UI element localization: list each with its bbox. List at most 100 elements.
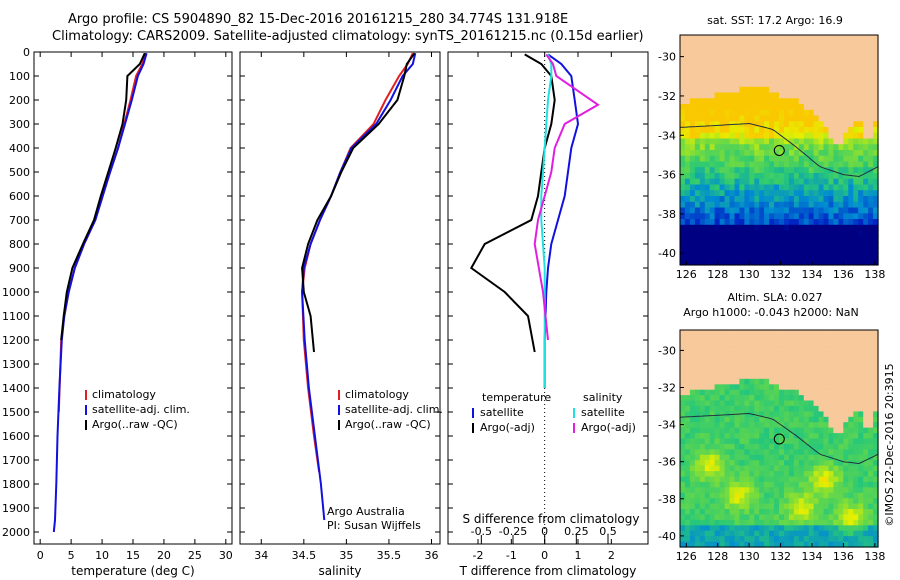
map-cell — [699, 481, 706, 488]
map-cell — [680, 132, 686, 140]
map-cell — [833, 58, 839, 65]
map-cell — [754, 219, 760, 226]
map-cell — [749, 207, 755, 214]
map-cell — [863, 69, 869, 76]
map-cell — [734, 357, 741, 364]
map-cell — [704, 449, 711, 456]
map-cell — [759, 155, 765, 163]
map-cell — [813, 465, 820, 472]
map-cell — [858, 389, 864, 396]
map-cell — [858, 519, 864, 526]
map-cell — [818, 173, 825, 180]
map-cell — [704, 69, 711, 76]
map-cell — [719, 219, 726, 226]
map-cell — [734, 92, 741, 99]
map-cell — [769, 115, 775, 122]
map-cell — [769, 81, 775, 88]
map-cell — [868, 104, 874, 111]
map-cell — [793, 487, 800, 494]
map-cell — [853, 40, 859, 48]
map-cell — [813, 224, 820, 232]
map-cell — [784, 98, 790, 105]
map-cell — [749, 58, 755, 65]
map-cell — [858, 378, 864, 385]
map-cell — [764, 384, 770, 391]
map-cell — [813, 58, 820, 65]
map-cell — [719, 389, 726, 396]
map-cell — [833, 224, 839, 232]
map-cell — [873, 127, 879, 134]
map-cell — [828, 201, 835, 209]
map-cell — [694, 190, 701, 197]
map-cell — [704, 40, 711, 48]
map-cell — [754, 230, 760, 237]
map-cell — [684, 378, 691, 385]
map-cell — [739, 178, 745, 186]
map-cell — [793, 427, 800, 434]
map-cell — [838, 373, 844, 380]
map-cell — [823, 449, 830, 456]
map-cell — [754, 86, 760, 94]
map-cell — [853, 207, 859, 214]
map-cell — [680, 230, 686, 237]
map-cell — [739, 184, 745, 191]
map-cell — [873, 503, 879, 510]
map-cell — [689, 155, 696, 163]
map-cell — [798, 224, 805, 232]
map-cell — [704, 487, 711, 494]
map-cell — [833, 503, 839, 510]
map-cell — [734, 167, 741, 174]
map-cell — [764, 58, 770, 65]
map-cell — [863, 230, 869, 237]
map-cell — [788, 519, 795, 526]
map-cell — [813, 351, 820, 358]
map-cell — [808, 541, 815, 548]
map-cell — [813, 503, 820, 510]
map-cell — [853, 384, 859, 391]
y-tick-label: 600 — [9, 190, 30, 203]
map-cell — [828, 476, 835, 483]
map-cell — [774, 52, 780, 59]
map-cell — [754, 69, 760, 76]
map-cell — [779, 75, 785, 82]
map-cell — [793, 422, 800, 429]
map-cell — [833, 487, 839, 494]
map-cell — [803, 86, 810, 94]
map-cell — [759, 213, 765, 220]
map-cell — [858, 368, 864, 375]
map-cell — [719, 69, 726, 76]
map-cell — [873, 335, 879, 342]
map-cell — [714, 138, 721, 145]
map-cell — [838, 362, 844, 369]
map-cell — [744, 373, 750, 380]
map-cell — [774, 92, 780, 99]
map-cell — [714, 69, 721, 76]
map-cell — [873, 58, 879, 65]
map-cell — [684, 253, 691, 260]
map-cell — [813, 443, 820, 450]
map-cell — [868, 75, 874, 82]
map-cell — [724, 98, 731, 105]
map-cell — [680, 411, 686, 418]
map-cell — [803, 465, 810, 472]
map-cell — [744, 46, 750, 53]
map-cell — [684, 161, 691, 168]
map-cell — [853, 190, 859, 197]
map-cell — [833, 98, 839, 105]
map-cell — [680, 109, 686, 117]
map-cell — [769, 471, 775, 478]
map-cell — [828, 378, 835, 385]
map-cell — [843, 530, 849, 537]
map-cell — [858, 530, 864, 537]
map-cell — [784, 184, 790, 191]
map-cell — [873, 330, 879, 337]
map-cell — [858, 121, 864, 128]
map-cell — [813, 201, 820, 209]
map-cell — [873, 138, 879, 145]
map-cell — [704, 389, 711, 396]
map-cell — [680, 351, 686, 358]
map-cell — [699, 138, 706, 145]
map-cell — [788, 541, 795, 548]
map-cell — [779, 213, 785, 220]
map-cell — [749, 236, 755, 243]
